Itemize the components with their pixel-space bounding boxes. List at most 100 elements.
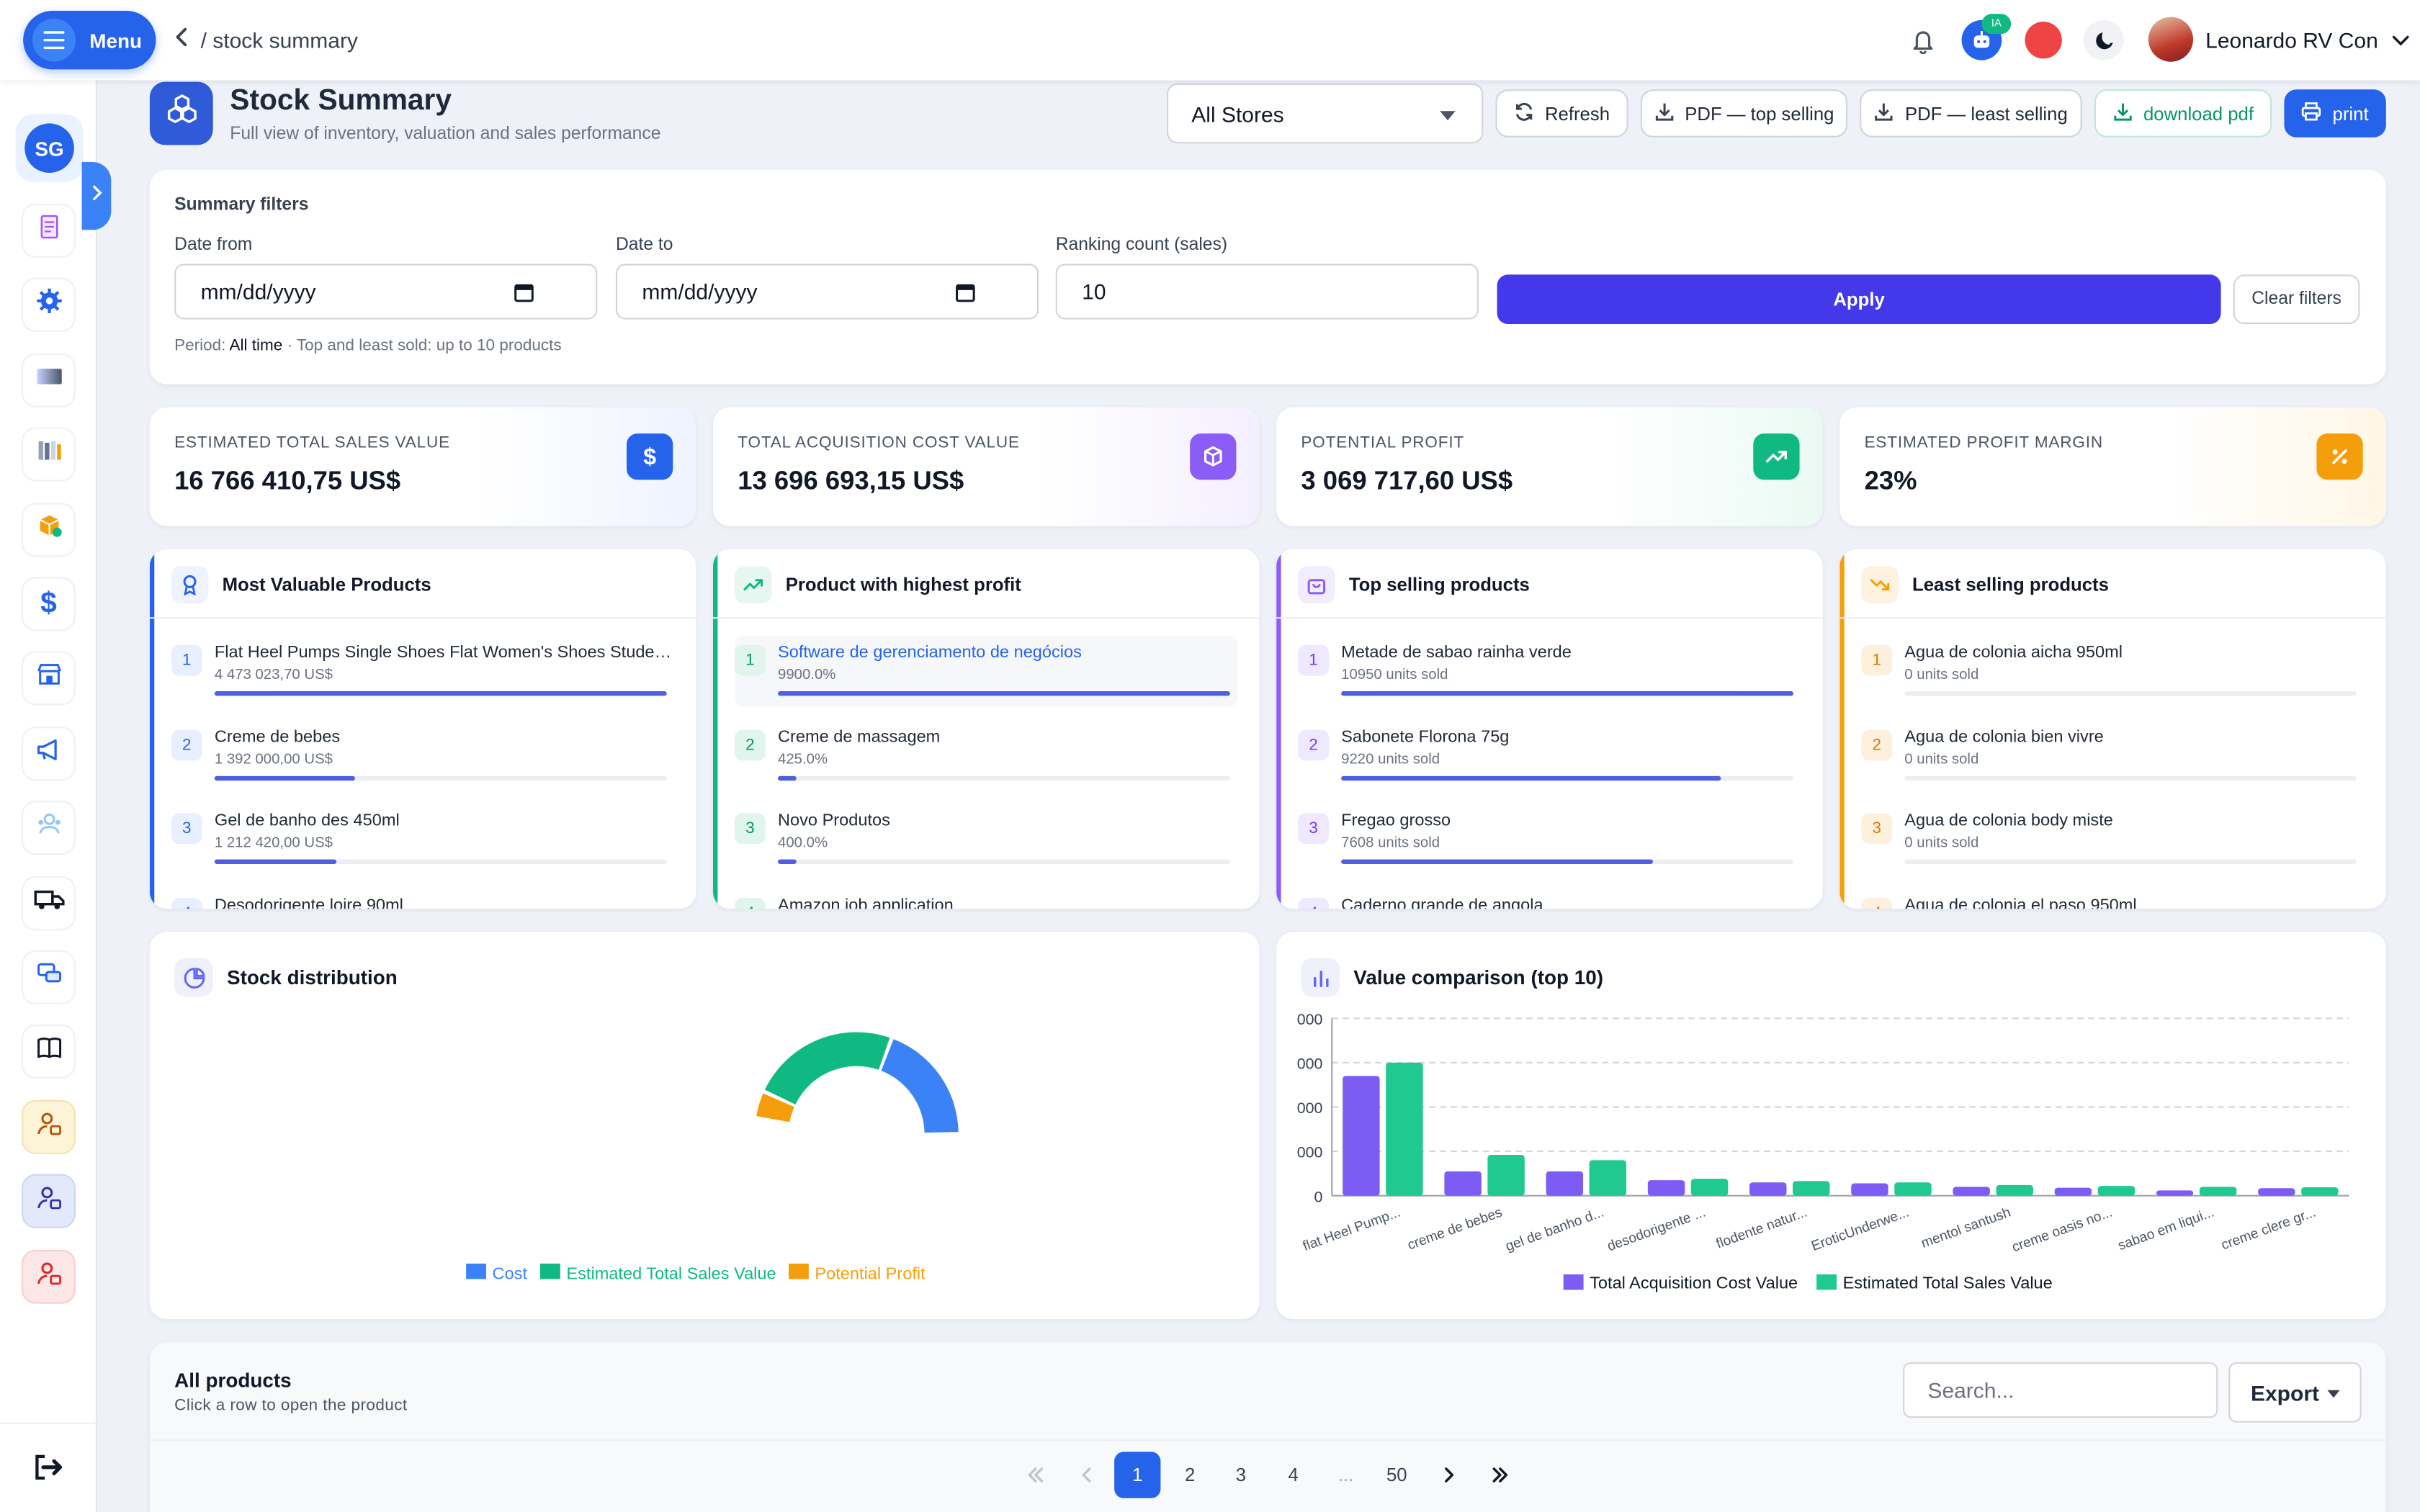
refresh-button[interactable]: Refresh (1495, 89, 1628, 138)
stat-card: ESTIMATED PROFIT MARGIN 23% (1839, 407, 2386, 526)
logout-button[interactable] (31, 1452, 68, 1485)
bar[interactable] (2156, 1190, 2194, 1196)
sidebar-item-store[interactable] (22, 651, 76, 706)
sidebar-item-gradient[interactable] (22, 353, 76, 408)
ranking-item[interactable]: 3 Novo Produtos 400.0% (734, 804, 1238, 875)
donut-slice[interactable] (764, 1032, 890, 1104)
legend-label[interactable]: Estimated Total Sales Value (1843, 1273, 2053, 1292)
status-red-dot[interactable] (2025, 22, 2062, 59)
sidebar-item-settings[interactable] (22, 277, 76, 332)
clear-filters-button[interactable]: Clear filters (2233, 274, 2360, 324)
moon-icon[interactable] (2083, 19, 2124, 60)
ranking-item[interactable]: 3 Gel de banho des 450ml 1 212 420,00 US$ (171, 804, 675, 875)
pdf-top-selling-button[interactable]: PDF — top selling (1640, 89, 1847, 138)
ranking-count-input[interactable]: 10 (1055, 264, 1479, 320)
period-value: All time (229, 336, 283, 355)
last-page-icon[interactable] (1477, 1452, 1523, 1498)
sidebar-item-finance[interactable]: $ (22, 577, 76, 631)
next-page-icon[interactable] (1426, 1452, 1472, 1498)
ranking-item[interactable]: 1 Metade de sabao rainha verde 10950 units… (1298, 636, 1801, 707)
ranking-item[interactable]: 1 Agua de colonia aicha 950ml 0 units sold (1861, 636, 2365, 707)
back-chevron-icon[interactable] (173, 26, 192, 52)
bar[interactable] (1487, 1155, 1525, 1196)
bar[interactable] (1996, 1184, 2033, 1196)
page-button[interactable]: 50 (1386, 1464, 1407, 1486)
bar[interactable] (1690, 1179, 1729, 1196)
ranking-title: Top selling products (1348, 574, 1530, 596)
sidebar-item-user-red[interactable] (22, 1249, 76, 1304)
sidebar-toggle[interactable] (81, 162, 112, 230)
ranking-item[interactable]: 4 Desodorigente loire 90ml (171, 888, 675, 909)
menu-button[interactable]: Menu (23, 11, 156, 70)
legend-label[interactable]: Total Acquisition Cost Value (1590, 1273, 1798, 1292)
bar[interactable] (2054, 1187, 2092, 1196)
page-button[interactable]: 3 (1235, 1464, 1247, 1486)
sidebar-item-user-yellow[interactable] (22, 1099, 76, 1154)
date-to-input[interactable]: mm/dd/yyyy (616, 264, 1039, 320)
print-label: print (2332, 102, 2369, 125)
bar[interactable] (1894, 1182, 1932, 1196)
ranking-item[interactable]: 2 Creme de massagem 425.0% (734, 720, 1238, 791)
sidebar-item-delivery[interactable] (22, 876, 76, 931)
date-from-input[interactable]: mm/dd/yyyy (174, 264, 598, 320)
search-input[interactable]: Search... (1903, 1362, 2218, 1418)
bar[interactable] (2258, 1188, 2295, 1196)
calendar-icon[interactable] (955, 282, 975, 307)
rank-progress-fill (214, 859, 337, 864)
ranking-item[interactable]: 3 Agua de colonia body miste 0 units sold (1861, 804, 2365, 875)
sidebar-item-user-blue[interactable] (22, 1174, 76, 1228)
sidebar-item-receipt[interactable] (22, 203, 76, 258)
sidebar-item-catalog[interactable] (22, 1024, 76, 1079)
ranking-item[interactable]: 1 Flat Heel Pumps Single Shoes Flat Women… (171, 636, 675, 707)
ranking-item[interactable]: 1 Software de gerenciamento de negócios 99… (734, 635, 1238, 707)
download-pdf-button[interactable]: download pdf (2094, 89, 2272, 138)
y-tick-label: 000 (1297, 1144, 1323, 1161)
page-button[interactable]: 1 (1114, 1452, 1161, 1498)
donut-slice[interactable] (756, 1093, 794, 1122)
prev-page-icon[interactable] (1063, 1452, 1109, 1498)
bar[interactable] (1749, 1182, 1787, 1196)
bar[interactable] (2097, 1186, 2136, 1196)
bar[interactable] (1647, 1180, 1685, 1196)
bar[interactable] (2301, 1187, 2339, 1196)
bell-icon[interactable] (1903, 20, 1943, 60)
ranking-item[interactable]: 4 Amazon job application (734, 888, 1238, 909)
first-page-icon[interactable] (1013, 1452, 1059, 1498)
print-button[interactable]: print (2284, 89, 2386, 138)
ranking-item[interactable]: 4 Agua de colonia el paso 950ml (1861, 888, 2365, 909)
page-button[interactable]: 2 (1184, 1464, 1196, 1486)
bar[interactable] (1589, 1160, 1627, 1196)
bar[interactable] (1546, 1171, 1584, 1196)
legend-label[interactable]: Cost (493, 1264, 528, 1282)
page-button[interactable]: 4 (1288, 1464, 1299, 1486)
sidebar-initials: SG (24, 123, 74, 173)
donut-slice[interactable] (881, 1039, 959, 1133)
store-select[interactable]: All Stores (1167, 83, 1484, 144)
user-menu[interactable]: Leonardo RV Con (2148, 17, 2411, 62)
sidebar-item-inventory[interactable] (22, 503, 76, 557)
export-button[interactable]: Export (2228, 1362, 2362, 1423)
legend-label[interactable]: Estimated Total Sales Value (566, 1264, 776, 1282)
pdf-least-selling-button[interactable]: PDF — least selling (1860, 89, 2082, 138)
sidebar-item-marketing[interactable] (22, 726, 76, 781)
ranking-item[interactable]: 2 Sabonete Florona 75g 9220 units sold (1298, 720, 1801, 791)
sidebar-store-avatar[interactable]: SG (15, 114, 84, 182)
sidebar-item-books[interactable] (22, 427, 76, 482)
apply-button[interactable]: Apply (1497, 274, 2221, 324)
bar[interactable] (1444, 1171, 1482, 1196)
calendar-icon[interactable] (514, 282, 534, 307)
ranking-item[interactable]: 4 Caderno grande de angola (1298, 888, 1801, 909)
bar[interactable] (1953, 1187, 1990, 1196)
ranking-item[interactable]: 2 Agua de colonia bien vivre 0 units sold (1861, 720, 2365, 791)
ranking-item[interactable]: 3 Fregao grosso 7608 units sold (1298, 804, 1801, 875)
megaphone-icon (35, 737, 63, 770)
sidebar-item-messages[interactable] (22, 950, 76, 1004)
bar[interactable] (1386, 1062, 1423, 1196)
bar[interactable] (1851, 1183, 1888, 1196)
legend-label[interactable]: Potential Profit (815, 1264, 926, 1282)
ranking-item[interactable]: 2 Creme de bebes 1 392 000,00 US$ (171, 720, 675, 791)
bar[interactable] (1343, 1076, 1380, 1196)
sidebar-item-team[interactable] (22, 801, 76, 855)
bar[interactable] (1793, 1181, 1830, 1196)
bar[interactable] (2199, 1187, 2237, 1196)
